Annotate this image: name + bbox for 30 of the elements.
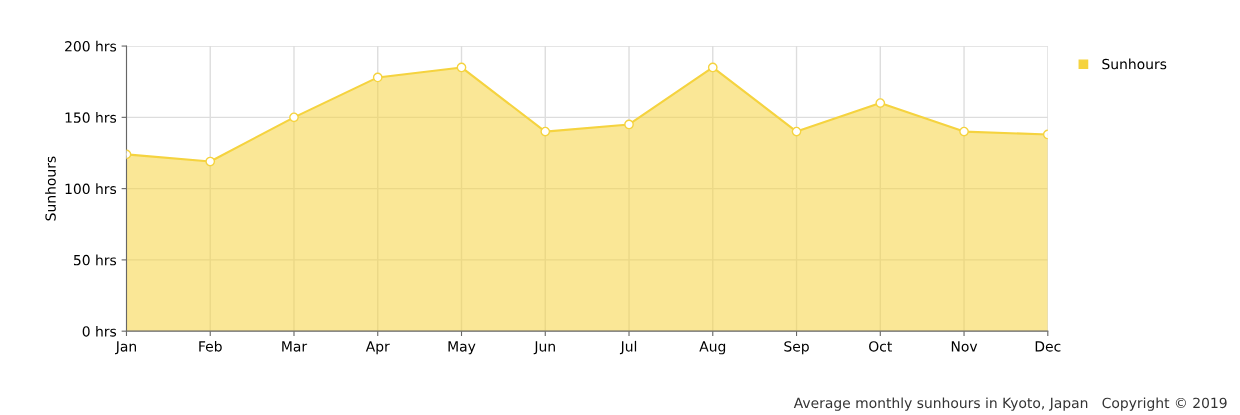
point (791, 126, 802, 137)
x-tick-label: Aug (699, 341, 726, 355)
x-tick-label: Feb (199, 340, 222, 352)
x-tick-label: Jun (533, 341, 555, 355)
x-tick-label: Sep (784, 341, 809, 355)
x-tick-label: Dec (1035, 341, 1061, 352)
point (707, 62, 718, 73)
point (624, 119, 634, 130)
y-tick-label: 100 hrs (65, 183, 117, 195)
x-tick-label: Mar (282, 341, 308, 352)
point (875, 98, 886, 108)
y-tick-label: 200 hrs (65, 40, 117, 52)
y-tick-label: 0 hrs (82, 325, 117, 337)
x-tick-label: May (448, 341, 476, 355)
text: Average monthly sunhours in Kyoto, Japan Copyright © 2019 (793, 397, 1227, 411)
y-tick-label: 50 hrs (74, 254, 117, 266)
x-tick-label: Jul (619, 340, 637, 355)
y-tick-label: 150 hrs (65, 112, 117, 123)
point (959, 126, 969, 137)
point (456, 62, 467, 73)
x-tick-label: Nov (951, 341, 978, 352)
y-axis-title: Sunhours (45, 156, 56, 221)
point (372, 72, 383, 83)
x-tick-label: Oct (869, 341, 892, 352)
legend-label: Sunhours (1102, 58, 1167, 70)
point (540, 126, 551, 137)
x-tick-label: Apr (365, 341, 390, 355)
point (289, 112, 299, 123)
point (205, 156, 216, 167)
x-tick-label: Jan (115, 341, 137, 355)
